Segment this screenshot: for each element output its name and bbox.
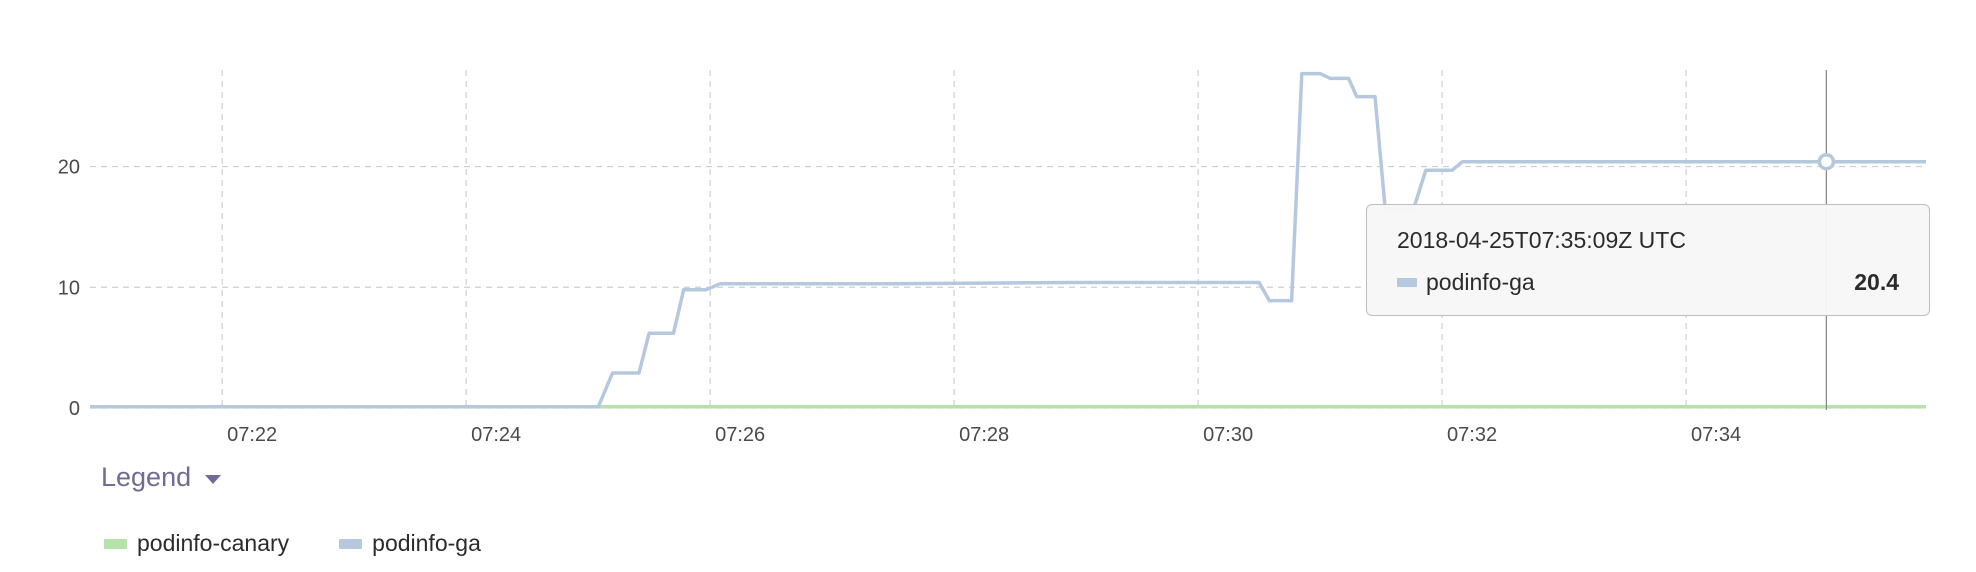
caret-down-icon	[205, 474, 222, 484]
cursor-point-marker	[1817, 152, 1836, 171]
x-tick-label-0724: 07:24	[471, 424, 521, 446]
x-tick-label-0726: 07:26	[715, 424, 765, 446]
y-tick-label-10: 10	[58, 277, 80, 299]
x-tick-label-0722: 07:22	[227, 424, 277, 446]
x-tick-label-0730: 07:30	[1203, 424, 1253, 446]
x-tick-label-0728: 07:28	[959, 424, 1009, 446]
tooltip-series-swatch	[1397, 278, 1417, 287]
x-axis-ticks: 07:22 07:24 07:26 07:28 07:30 07:32 07:34	[227, 424, 1741, 446]
y-tick-label-0: 0	[69, 398, 80, 420]
series-line-podinfo-ga	[90, 71, 1926, 409]
legend-swatch-podinfo-canary	[104, 538, 127, 549]
tooltip-series-row: podinfo-ga 20.4	[1397, 269, 1899, 296]
tooltip-series-name: podinfo-ga	[1426, 269, 1535, 295]
tooltip-timestamp: 2018-04-25T07:35:09Z UTC	[1397, 227, 1686, 253]
hover-tooltip: 2018-04-25T07:35:09Z UTC podinfo-ga 20.4	[1366, 204, 1930, 316]
legend-item-podinfo-canary[interactable]: podinfo-canary	[104, 530, 289, 557]
legend-label-podinfo-ga: podinfo-ga	[372, 530, 481, 556]
x-tick-label-0734: 07:34	[1691, 424, 1741, 446]
y-axis-ticks: 0 10 20	[58, 157, 80, 420]
legend-toggle-button[interactable]: Legend	[101, 462, 222, 493]
legend-label-podinfo-canary: podinfo-canary	[137, 530, 290, 556]
y-tick-label-20: 20	[58, 157, 80, 179]
legend-item-podinfo-ga[interactable]: podinfo-ga	[339, 530, 481, 557]
tooltip-series-value: 20.4	[1854, 269, 1899, 295]
x-tick-label-0732: 07:32	[1447, 424, 1497, 446]
legend-toggle-label: Legend	[101, 462, 192, 492]
legend: podinfo-canary podinfo-ga	[104, 530, 531, 557]
legend-swatch-podinfo-ga	[339, 538, 363, 549]
series-layer	[90, 71, 1926, 409]
